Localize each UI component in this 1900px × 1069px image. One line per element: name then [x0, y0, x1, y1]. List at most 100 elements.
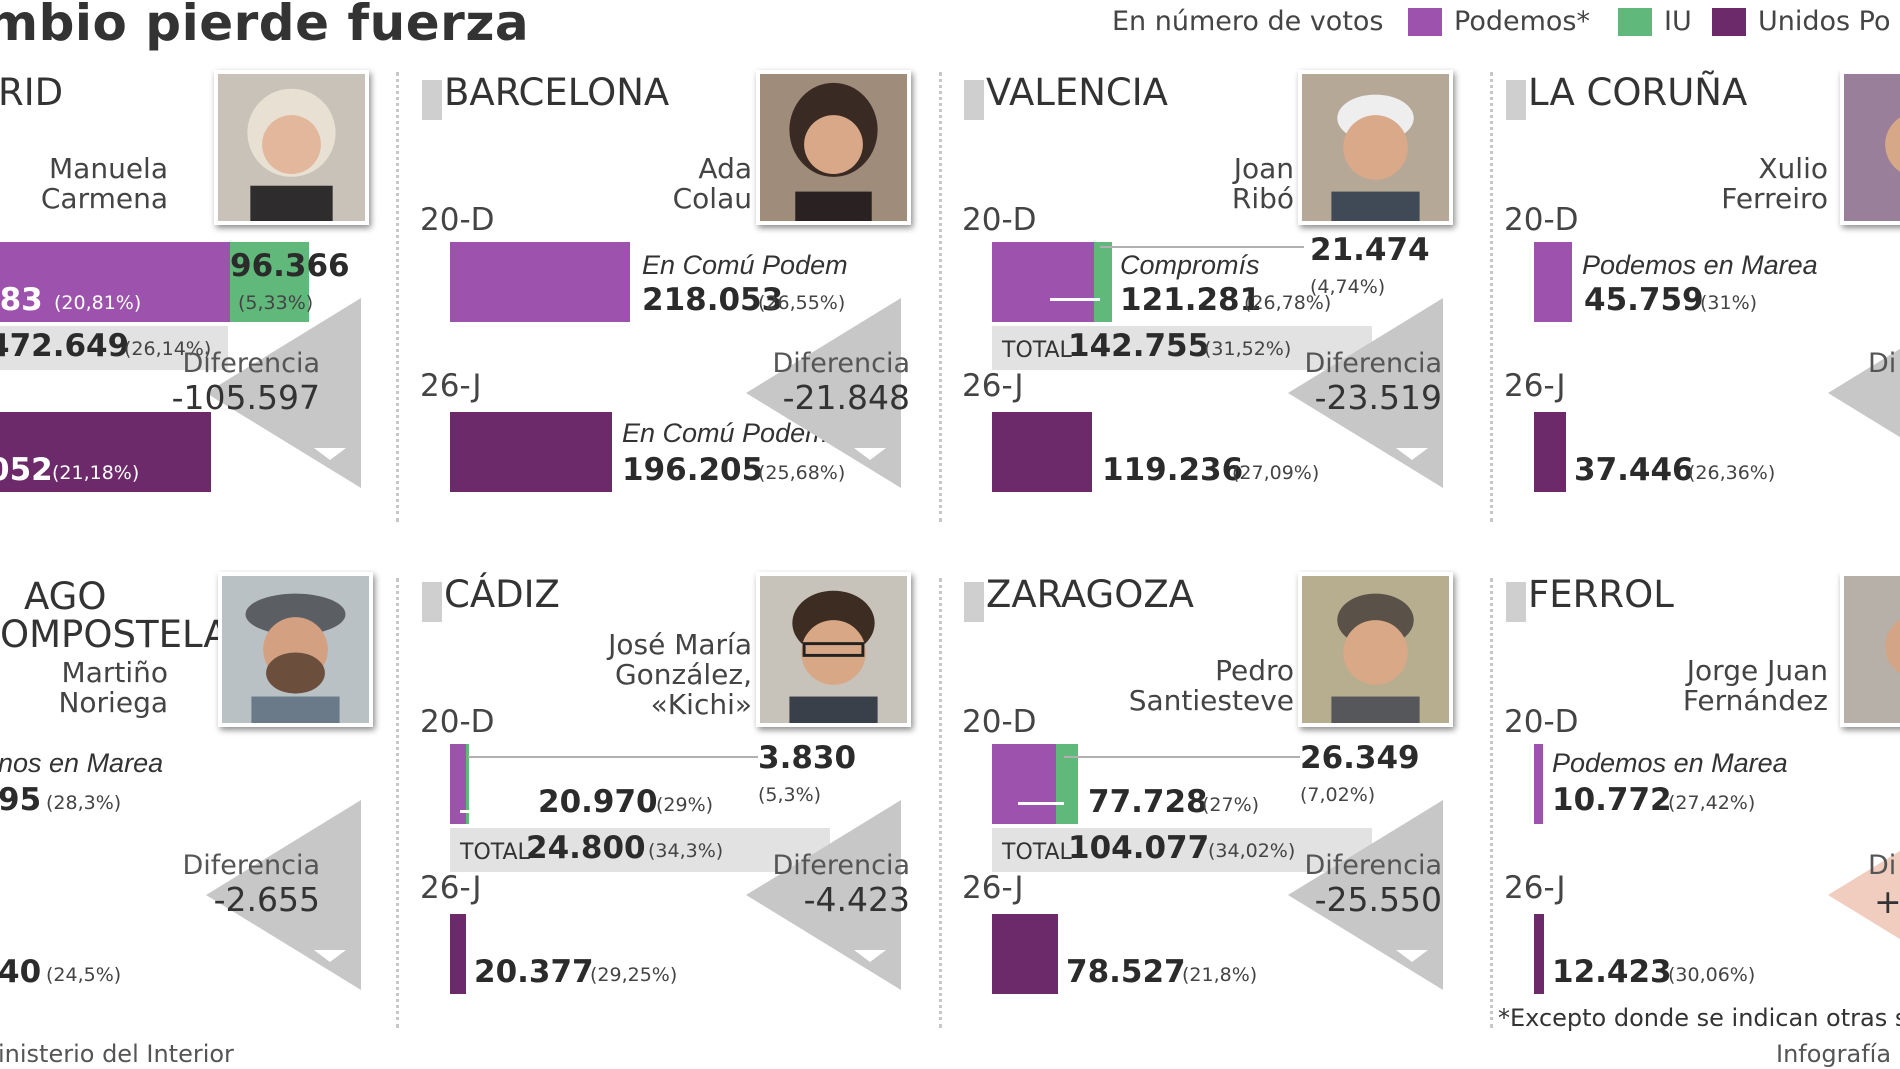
leader-line	[1064, 756, 1300, 758]
difference-arrow-icon	[206, 298, 361, 488]
panel-madrid: RID Manuela Carmena 283 (20,81%) 96.366 …	[0, 70, 369, 570]
source-credit: inisterio del Interior	[0, 1040, 234, 1068]
period-20d: 20-D	[420, 202, 495, 238]
total-label: TOTAL	[1002, 338, 1072, 363]
value-20d-podemos: 283	[0, 282, 43, 318]
difference-arrow-icon	[746, 800, 901, 990]
total-band	[0, 326, 228, 370]
pct-26j: (24,5%)	[46, 964, 122, 986]
value-26j: 78.527	[1066, 954, 1186, 990]
portrait-icon	[760, 74, 907, 221]
panel-barcelona: BARCELONA Ada Colau 20-D En Comú Podem 2…	[418, 70, 958, 570]
value-20d: 45.759	[1584, 282, 1704, 318]
value-20d: 20.970	[538, 784, 658, 820]
pct-20d: (26,55%)	[758, 292, 846, 314]
difference-label: Diferencia	[182, 348, 320, 379]
portrait-icon	[760, 576, 907, 723]
city-name: FERROL	[1528, 573, 1674, 616]
difference-label: Diferencia	[1304, 348, 1442, 379]
bar-20d-podemos	[992, 744, 1056, 824]
panel-ferrol: FERROL Jorge Juan Fernández 20-D Podemos…	[1502, 572, 1900, 1069]
bar-20d-podemos	[450, 242, 630, 322]
pct-20d-iu: (5,33%)	[238, 292, 314, 314]
period-20d: 20-D	[420, 704, 495, 740]
total-label: TOTAL	[460, 840, 530, 865]
city-marker	[1506, 582, 1526, 622]
value-20d-iu: 21.474	[1310, 232, 1430, 268]
city-marker	[964, 80, 984, 120]
city-name: BARCELONA	[444, 71, 670, 114]
candidate-photo	[756, 70, 911, 225]
divider	[1490, 72, 1493, 522]
difference-arrow-icon	[206, 800, 361, 990]
value-20d-iu: 3.830	[758, 740, 857, 776]
pct-20d-total: (34,3%)	[648, 840, 724, 862]
candidate-name: José María González, «Kichi»	[608, 628, 752, 721]
city-marker	[1506, 80, 1526, 120]
legend-label-iu: IU	[1664, 6, 1692, 37]
value-26j: 119.236	[1102, 452, 1244, 488]
difference-value: -105.597	[171, 378, 320, 417]
legend-swatch-iu	[1618, 8, 1652, 36]
value-20d-iu: 26.349	[1300, 740, 1420, 776]
period-20d: 20-D	[1504, 704, 1579, 740]
city-marker	[964, 582, 984, 622]
leader-line	[468, 756, 758, 758]
city-name: LA CORUÑA	[1528, 71, 1748, 114]
value-20d: 77.728	[1088, 784, 1208, 820]
portrait-icon	[1302, 576, 1449, 723]
infographic-credit: Infografía L	[1776, 1040, 1892, 1069]
panel-valencia: VALENCIA Joan Ribó 20-D Compromís 121.28…	[960, 70, 1500, 570]
difference-value: -2.655	[213, 880, 320, 919]
bar-20d-podemos	[992, 242, 1094, 322]
value-26j: 196.205	[622, 452, 764, 488]
difference-label: Diferencia	[772, 348, 910, 379]
legend-label-unidos: Unidos Po	[1758, 6, 1891, 37]
portrait-icon	[1302, 74, 1449, 221]
value-26j: 37.446	[1574, 452, 1694, 488]
bar-26j-unidos	[992, 412, 1092, 492]
difference-arrow-icon	[1288, 298, 1443, 488]
portrait-icon	[1844, 576, 1900, 723]
panel-zaragoza: ZARAGOZA Pedro Santiesteve 20-D 77.728 (…	[960, 572, 1500, 1069]
footnote: *Excepto donde se indican otras siglas	[1498, 1004, 1900, 1032]
divider	[396, 578, 399, 1028]
difference-label: Di	[1868, 850, 1897, 881]
bar-20d-podemos	[450, 744, 466, 824]
bar-20d-iu	[230, 242, 309, 322]
legend-label-podemos: Podemos*	[1454, 6, 1590, 37]
bar-26j-unidos	[1534, 914, 1544, 994]
candidate-photo	[1840, 70, 1900, 225]
pct-20d-total: (31,52%)	[1204, 338, 1292, 360]
total-band	[992, 326, 1372, 370]
divider	[1490, 578, 1493, 1028]
value-20d: 218.053	[642, 282, 784, 318]
difference-label: Diferencia	[1304, 850, 1442, 881]
party-26j: En Comú Podem	[622, 418, 828, 448]
difference-value: -21.848	[782, 378, 910, 417]
total-band	[992, 828, 1372, 872]
city-name: CÁDIZ	[444, 573, 560, 616]
legend-swatch-unidos	[1712, 8, 1746, 36]
bar-20d-iu	[466, 744, 469, 824]
period-26j: 26-J	[962, 368, 1024, 404]
pct-26j: (29,25%)	[590, 964, 678, 986]
pct-20d-total: (34,02%)	[1208, 840, 1296, 862]
bar-20d-podemos	[1534, 744, 1543, 824]
city-name: VALENCIA	[986, 71, 1168, 114]
period-26j: 26-J	[420, 368, 482, 404]
city-name: OMPOSTELA	[0, 613, 229, 656]
party-20d: nos en Marea	[0, 748, 164, 778]
candidate-photo	[1298, 70, 1453, 225]
pct-20d: (26,78%)	[1244, 292, 1332, 314]
legend-swatch-podemos	[1408, 8, 1442, 36]
pct-26j: (27,09%)	[1232, 462, 1320, 484]
difference-value: +	[1874, 882, 1900, 921]
value-26j: 052	[0, 452, 53, 488]
candidate-name: Jorge Juan Fernández	[1682, 654, 1828, 717]
leader-line	[1100, 246, 1304, 248]
difference-arrow-icon	[1828, 348, 1900, 438]
period-20d: 20-D	[1504, 202, 1579, 238]
value-20d: 10.772	[1552, 782, 1672, 818]
difference-value: -25.550	[1314, 880, 1442, 919]
